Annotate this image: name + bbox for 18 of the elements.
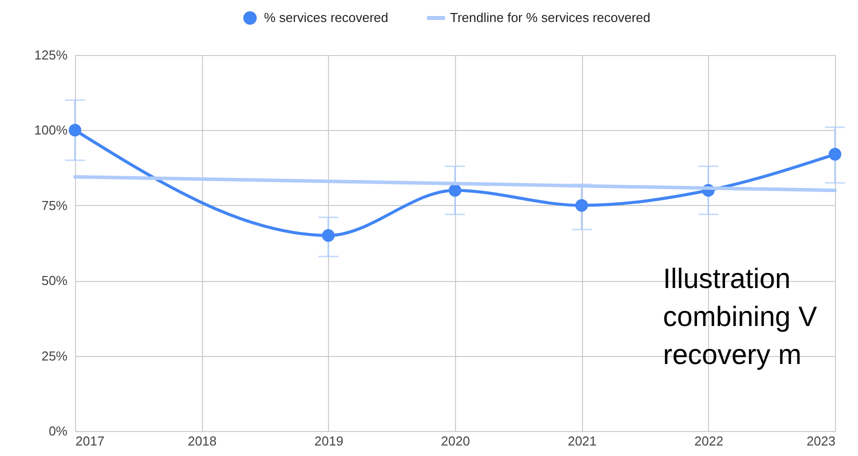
y-tick-label: 100% (34, 122, 68, 138)
y-tick-label: 0% (48, 424, 68, 438)
x-tick-label: 2020 (441, 434, 470, 448)
legend-label: Trendline for % services recovered (450, 10, 650, 25)
x-tick-label: 2022 (694, 434, 724, 448)
x-tick-label: 2019 (314, 434, 344, 448)
y-tick-label: 75% (41, 198, 68, 213)
y-tick-label: 50% (41, 273, 68, 288)
annotation: combining V (663, 301, 818, 332)
annotation: recovery m (663, 339, 802, 370)
annotation: Illustration (663, 263, 791, 294)
y-tick-label: 25% (41, 348, 68, 364)
x-tick-label: 2021 (568, 434, 597, 448)
y-tick-label: 125% (34, 48, 68, 62)
legend-label: % services recovered (264, 10, 388, 25)
x-tick-label: 2017 (76, 434, 104, 448)
x-tick-label: 2018 (188, 434, 217, 448)
x-tick-label: 2023 (806, 434, 836, 448)
